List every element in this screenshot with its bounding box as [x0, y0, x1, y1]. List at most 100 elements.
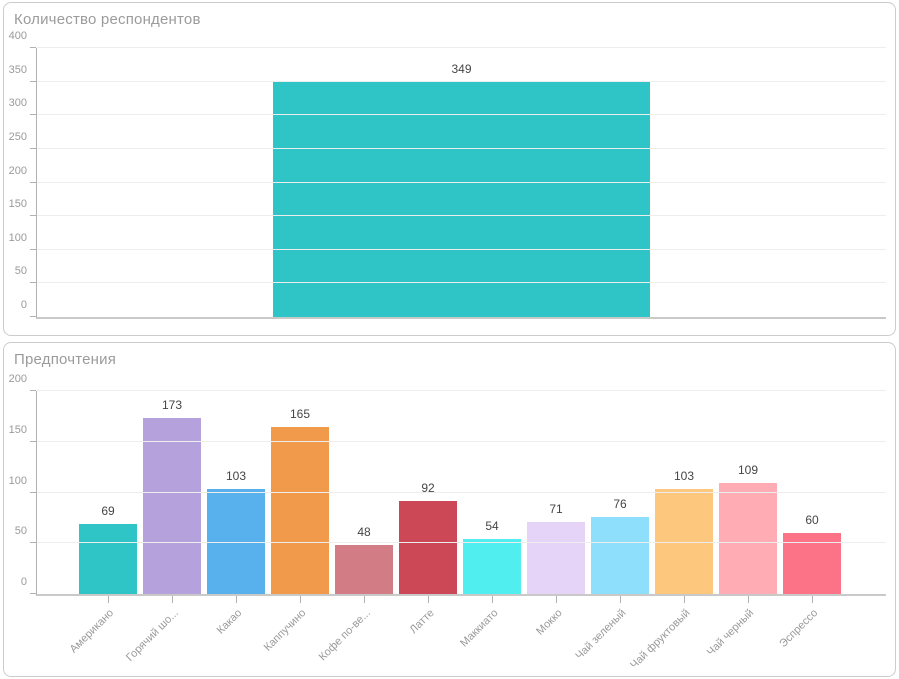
- bar[interactable]: [783, 533, 841, 594]
- bar[interactable]: [79, 523, 137, 594]
- bar[interactable]: [527, 521, 585, 594]
- x-axis-label: Эспрессо: [777, 607, 821, 651]
- y-axis-label-150: 150: [8, 423, 27, 436]
- gridline-50: [37, 282, 886, 284]
- bar-value-label: 69: [101, 503, 115, 518]
- gridline-200: [37, 390, 886, 391]
- x-axis-tick: [428, 596, 429, 603]
- y-axis-tick-150: [30, 215, 36, 217]
- bar-value-label: 103: [673, 469, 695, 484]
- preferences-bars-container: 69 Американо 173 Горячий шо... 103 Какао 165 Ка…: [68, 391, 841, 671]
- x-axis-tick: [300, 596, 301, 603]
- y-axis-tick-250: [30, 147, 36, 149]
- gridline-250: [37, 147, 886, 149]
- bar[interactable]: [207, 489, 265, 594]
- y-axis-label-0: 0: [20, 576, 27, 588]
- y-axis-tick-100: [30, 248, 36, 250]
- y-axis-tick-300: [30, 114, 36, 116]
- bar-value-label: 60: [805, 513, 819, 528]
- bar[interactable]: [399, 500, 457, 594]
- bar-value-label: 76: [613, 496, 627, 511]
- gridline-100: [37, 248, 886, 250]
- y-axis-tick-150: [30, 440, 36, 442]
- y-axis-label-200: 200: [8, 373, 27, 385]
- gridline-200: [37, 181, 886, 183]
- y-axis-tick-0: [30, 316, 36, 317]
- x-axis-label: Каппучино: [261, 607, 309, 654]
- x-axis-tick: [620, 596, 621, 603]
- y-axis-tick-200: [30, 390, 36, 391]
- gridline-300: [37, 114, 886, 116]
- bar-group: 165 Каппучино: [262, 391, 329, 654]
- y-axis-label-100: 100: [8, 231, 27, 244]
- bar[interactable]: [719, 483, 777, 594]
- bar-group: 103 Чай фруктовый: [628, 391, 713, 671]
- bar-value-label: 173: [161, 398, 183, 413]
- x-axis-tick: [556, 596, 557, 603]
- x-axis-label: Маккиато: [457, 607, 501, 650]
- x-axis-label: Мокко: [533, 607, 565, 638]
- bar-group: 103 Какао: [207, 391, 265, 637]
- x-axis-label: Чай зеленый: [573, 607, 629, 663]
- x-axis-tick: [812, 596, 813, 603]
- respondents-chart-panel: Количество респондентов 349 0 50 100 150 200…: [3, 2, 896, 336]
- preferences-chart-panel: Предпочтения 69 Американо 173 Горячий шо...…: [3, 342, 896, 677]
- gridline-150: [37, 440, 886, 442]
- respondents-chart-title: Количество респондентов: [14, 11, 201, 28]
- y-axis-tick-100: [30, 491, 36, 493]
- bar[interactable]: [143, 418, 201, 594]
- bar[interactable]: [655, 489, 713, 594]
- bar-value-label: 349: [451, 62, 472, 77]
- bar-value-label: 48: [357, 525, 371, 540]
- bar-group: 92 Латте: [399, 391, 457, 636]
- x-axis-tick: [236, 596, 237, 603]
- bar-group: 349: [272, 48, 651, 317]
- bar-group: 71 Мокко: [527, 391, 585, 638]
- y-axis-label-250: 250: [8, 130, 27, 143]
- bar[interactable]: [591, 516, 649, 594]
- y-axis-label-150: 150: [8, 198, 27, 211]
- bar-value-label: 92: [421, 480, 435, 495]
- y-axis-label-400: 400: [8, 30, 27, 42]
- bar-group: 109 Чай черный: [705, 391, 777, 658]
- y-axis-tick-50: [30, 282, 36, 284]
- y-axis-label-300: 300: [8, 97, 27, 110]
- bar-value-label: 103: [225, 469, 247, 484]
- gridline-50: [37, 542, 886, 544]
- bar[interactable]: [335, 545, 393, 594]
- bar-value-label: 109: [737, 463, 759, 478]
- preferences-chart-plot: 69 Американо 173 Горячий шо... 103 Какао 165 Ка…: [9, 373, 886, 671]
- y-axis-label-200: 200: [8, 164, 27, 177]
- y-axis-tick-400: [30, 47, 36, 48]
- x-axis-label: Чай черный: [705, 607, 757, 659]
- respondents-chart-plot: 349 0 50 100 150 200 250 300 350 400: [9, 30, 886, 319]
- bar[interactable]: [463, 539, 521, 594]
- x-axis-tick: [492, 596, 493, 603]
- y-axis-label-0: 0: [20, 299, 27, 311]
- x-axis-tick: [684, 596, 685, 603]
- x-axis-label: Горячий шо...: [123, 607, 181, 664]
- y-axis-label-50: 50: [14, 525, 27, 538]
- y-axis-tick-350: [30, 80, 36, 82]
- bar-group: 173 Горячий шо...: [124, 391, 201, 664]
- y-axis-tick-0: [30, 593, 36, 594]
- y-axis-tick-200: [30, 181, 36, 183]
- x-axis-label: Чай фруктовый: [628, 607, 693, 672]
- x-axis-tick: [108, 596, 109, 603]
- x-axis-tick: [172, 596, 173, 603]
- y-axis-label-350: 350: [8, 63, 27, 76]
- x-axis-label: Какао: [214, 607, 245, 637]
- gridline-350: [37, 80, 886, 82]
- bar-group: 69 Американо: [68, 391, 137, 656]
- x-axis-tick: [364, 596, 365, 603]
- gridline-400: [37, 47, 886, 48]
- bar-group: 76 Чай зеленый: [573, 391, 649, 662]
- bar-value-label: 54: [485, 519, 499, 534]
- bar[interactable]: [271, 426, 329, 594]
- bar[interactable]: [272, 82, 651, 317]
- bar-value-label: 165: [289, 406, 311, 421]
- bar-group: 60 Эспрессо: [777, 391, 841, 650]
- preferences-chart-title: Предпочтения: [14, 351, 117, 368]
- gridline-150: [37, 215, 886, 217]
